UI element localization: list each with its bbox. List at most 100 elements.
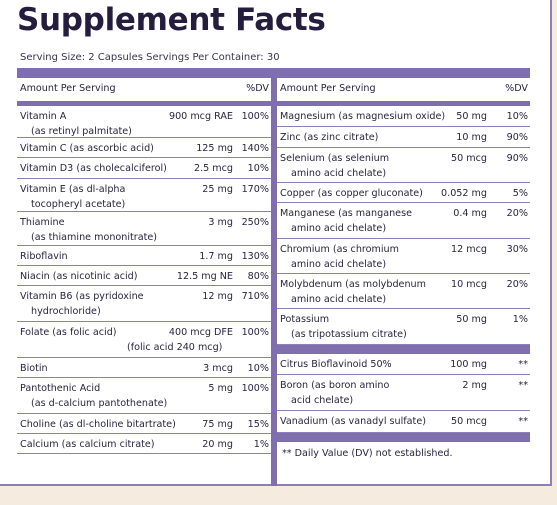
nutrient-row: Vitamin C (as ascorbic acid) 125 mg 140% [17, 138, 271, 158]
nutrient-amount: 1.7 mg [199, 251, 233, 262]
nutrient-dv: 90% [506, 132, 528, 143]
nutrient-amount: 75 mg [202, 419, 233, 430]
nutrient-source: hydrochloride) [31, 306, 101, 317]
nutrient-amount: 12 mg [202, 291, 233, 302]
nutrient-source: amino acid chelate) [291, 294, 387, 305]
nutrient-name: Selenium (as selenium [280, 153, 390, 164]
nutrient-dv: 100% [241, 327, 269, 338]
nutrient-name: Vitamin A [20, 111, 67, 122]
nutrient-amount: 0.052 mg [441, 188, 487, 199]
nutrient-source: amino acid chelate) [291, 223, 387, 234]
nutrient-source: (as d-calcium pantothenate) [31, 398, 168, 409]
nutrient-row: Vanadium (as vanadyl sulfate) 50 mcg ** [277, 411, 530, 433]
nutrient-row: Molybdenum (as molybdenum 10 mcg 20% amino … [277, 274, 530, 309]
nutrient-source: amino acid chelate) [291, 168, 387, 179]
nutrient-name: Manganese (as manganese [280, 208, 412, 219]
nutrient-row: Citrus Bioflavinoid 50% 100 mg ** [277, 354, 530, 375]
serving-info: Serving Size: 2 Capsules Servings Per Co… [20, 52, 280, 63]
nutrient-name: Copper (as copper gluconate) [280, 188, 423, 199]
nutrient-dv: 1% [512, 314, 528, 325]
nutrient-name: Vitamin E (as dl-alpha [20, 184, 126, 195]
nutrient-name: Molybdenum (as molybdenum [280, 279, 426, 290]
nutrient-name: Calcium (as calcium citrate) [20, 439, 155, 450]
nutrient-amount: 12.5 mg NE [176, 271, 233, 282]
nutrient-dv: 90% [506, 153, 528, 164]
nutrient-row: Vitamin B6 (as pyridoxine 12 mg 710% hydroc… [17, 286, 271, 322]
nutrient-source: (as retinyl palmitate) [31, 126, 132, 137]
nutrient-name: Pantothenic Acid [20, 383, 101, 394]
nutrient-name: Boron (as boron amino [280, 380, 390, 391]
nutrient-row: Calcium (as calcium citrate) 20 mg 1% [17, 434, 271, 454]
nutrient-dv: 130% [241, 251, 269, 262]
right-header-row: Amount Per Serving %DV [277, 78, 530, 101]
nutrient-name: Zinc (as zinc citrate) [280, 132, 379, 143]
nutrient-row: Vitamin A 900 mcg RAE 100% (as retinyl palm… [17, 106, 271, 138]
nutrient-dv: 170% [241, 184, 269, 195]
left-column: Amount Per Serving %DV Vitamin A 900 mcg … [17, 78, 271, 454]
nutrient-amount: 900 mcg RAE [168, 111, 233, 122]
nutrient-dv: 5% [512, 188, 528, 199]
nutrient-row: Folate (as folic acid) 400 mcg DFE 100% (fo… [17, 322, 271, 358]
nutrient-dv: 10% [247, 363, 269, 374]
nutrient-row: Zinc (as zinc citrate) 10 mg 90% [277, 127, 530, 148]
nutrient-amount: 10 mg [456, 132, 487, 143]
nutrient-name: Riboflavin [20, 251, 68, 262]
nutrient-dv: 20% [506, 208, 528, 219]
nutrient-dv: ** [518, 359, 528, 370]
column-divider [271, 78, 277, 486]
nutrient-amount: 125 mg [196, 143, 233, 154]
nutrient-amount: 3 mcg [203, 363, 233, 374]
dv-header: %DV [246, 83, 269, 94]
nutrient-dv: 100% [241, 383, 269, 394]
nutrient-name: Citrus Bioflavinoid 50% [280, 359, 392, 370]
left-header-row: Amount Per Serving %DV [17, 78, 271, 101]
nutrient-name: Biotin [20, 363, 48, 374]
nutrient-name: Vanadium (as vanadyl sulfate) [280, 416, 426, 427]
supplement-facts-panel: Supplement Facts Serving Size: 2 Capsule… [0, 0, 552, 486]
nutrient-row: Choline (as dl-choline bitartrate) 75 mg 1… [17, 414, 271, 434]
nutrient-amount: 50 mg [456, 314, 487, 325]
nutrient-amount: 0.4 mg [453, 208, 487, 219]
nutrient-amount: 25 mg [202, 184, 233, 195]
nutrient-source: tocopheryl acetate) [31, 199, 126, 210]
amount-per-serving-header: Amount Per Serving [280, 83, 376, 94]
nutrient-row: Vitamin E (as dl-alpha 25 mg 170% tocophery… [17, 179, 271, 212]
nutrient-row: Potassium 50 mg 1% (as tripotassium citrate… [277, 309, 530, 345]
dv-header: %DV [505, 83, 528, 94]
nutrient-row: Vitamin D3 (as cholecalciferol) 2.5 mcg 10… [17, 158, 271, 179]
nutrient-amount: 50 mcg [451, 416, 487, 427]
nutrient-name: Niacin (as nicotinic acid) [20, 271, 138, 282]
nutrient-dv: 1% [253, 439, 269, 450]
nutrient-amount: 400 mcg DFE [168, 327, 233, 338]
nutrient-row: Selenium (as selenium 50 mcg 90% amino acid… [277, 148, 530, 183]
nutrient-name: Vitamin C (as ascorbic acid) [20, 143, 154, 154]
nutrient-amount: 12 mcg [451, 244, 487, 255]
nutrient-name: Choline (as dl-choline bitartrate) [20, 419, 176, 430]
amount-per-serving-header: Amount Per Serving [20, 83, 116, 94]
nutrient-source: amino acid chelate) [291, 259, 387, 270]
footnote: ** Daily Value (DV) not established. [282, 448, 453, 459]
nutrient-dv: ** [518, 416, 528, 427]
nutrient-amount: 3 mg [208, 217, 233, 228]
nutrient-dv: 710% [241, 291, 269, 302]
nutrient-amount: 10 mcg [451, 279, 487, 290]
nutrient-dv: 20% [506, 279, 528, 290]
nutrient-dv: 30% [506, 244, 528, 255]
nutrient-amount: 20 mg [202, 439, 233, 450]
nutrient-dv: 10% [506, 111, 528, 122]
nutrient-amount: 50 mcg [451, 153, 487, 164]
nutrient-dv: 15% [247, 419, 269, 430]
section-bar [277, 345, 530, 354]
nutrient-source: (as tripotassium citrate) [291, 329, 407, 340]
nutrient-amount: 5 mg [208, 383, 233, 394]
nutrient-name: Potassium [280, 314, 330, 325]
section-bar [277, 433, 530, 442]
nutrient-amount: 2 mg [462, 380, 487, 391]
nutrient-dv: ** [518, 380, 528, 391]
nutrient-dv: 100% [241, 111, 269, 122]
nutrient-dv: 80% [247, 271, 269, 282]
header-bar [277, 101, 530, 106]
nutrient-name: Magnesium (as magnesium oxide) [280, 111, 446, 122]
nutrient-name: Thiamine [20, 217, 65, 228]
nutrient-row: Niacin (as nicotinic acid) 12.5 mg NE 80% [17, 266, 271, 286]
